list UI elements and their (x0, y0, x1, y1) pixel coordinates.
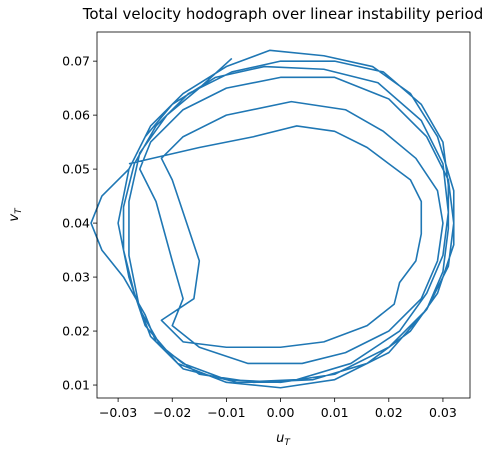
y-tick-label: 0.03 (62, 270, 90, 285)
x-tick-label: 0.02 (375, 405, 403, 420)
y-tick-label: 0.02 (62, 324, 90, 339)
y-axis-label: vT (7, 207, 24, 222)
x-tick-label: 0.00 (267, 405, 295, 420)
chart-title: Total velocity hodograph over linear ins… (82, 5, 484, 23)
y-tick-label: 0.01 (62, 378, 90, 393)
x-axis-label: uT (276, 431, 291, 448)
y-tick-label: 0.04 (62, 216, 90, 231)
y-tick-label: 0.07 (62, 54, 90, 69)
x-tick-label: 0.01 (321, 405, 349, 420)
plot-frame (96, 31, 471, 399)
x-tick-label: −0.01 (207, 405, 245, 420)
y-tick-label: 0.06 (62, 108, 90, 123)
x-tick-label: −0.03 (99, 405, 137, 420)
x-tick-label: −0.02 (153, 405, 191, 420)
x-tick-label: 0.03 (429, 405, 457, 420)
hodograph-line (90, 49, 455, 389)
y-tick-label: 0.05 (62, 162, 90, 177)
